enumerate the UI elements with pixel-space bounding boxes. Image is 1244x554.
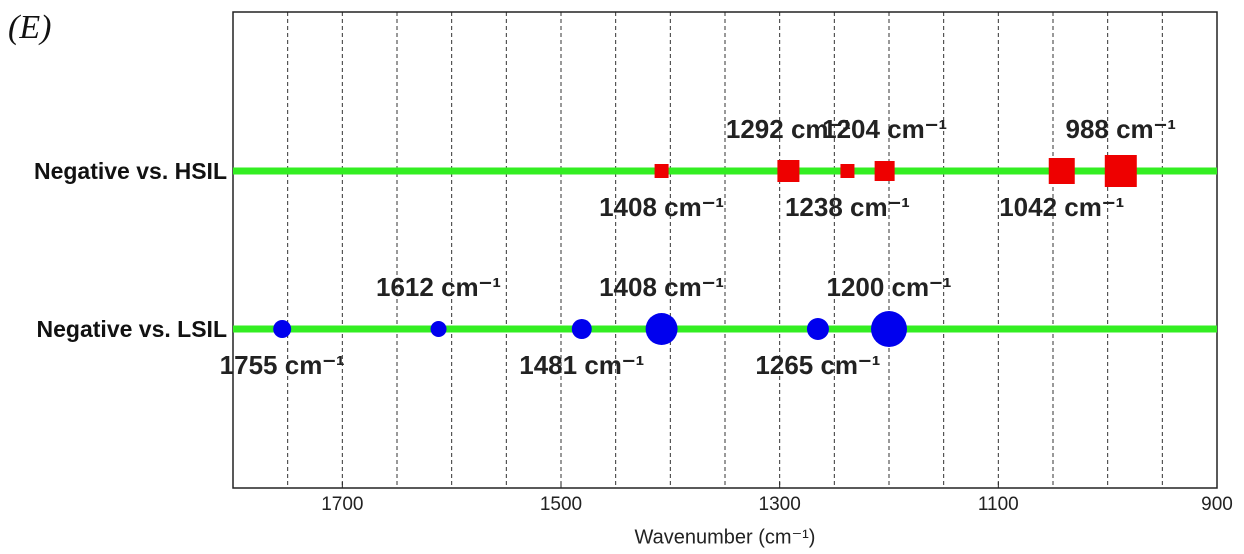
row-label: Negative vs. LSIL (37, 316, 227, 342)
marker (1104, 155, 1137, 187)
marker (273, 320, 292, 338)
value-label: 1408 cm⁻¹ (599, 192, 724, 222)
marker (806, 318, 829, 340)
value-label: 1200 cm⁻¹ (826, 272, 951, 302)
marker (571, 319, 592, 339)
marker (777, 160, 800, 182)
marker (1048, 158, 1075, 184)
x-tick-label: 900 (1201, 494, 1233, 515)
value-label: 1292 cm⁻¹ (726, 114, 851, 144)
plot-frame (232, 11, 1218, 489)
value-label: 1612 cm⁻¹ (376, 272, 501, 302)
x-tick-label: 1700 (321, 494, 363, 515)
value-label: 1204 cm⁻¹ (822, 114, 947, 144)
value-label: 1481 cm⁻¹ (519, 350, 644, 380)
marker (840, 164, 855, 178)
x-tick-label: 1100 (978, 494, 1019, 515)
value-label: 1042 cm⁻¹ (999, 192, 1124, 222)
marker (871, 311, 907, 347)
value-label: 1408 cm⁻¹ (599, 272, 724, 302)
value-label: 988 cm⁻¹ (1065, 114, 1176, 144)
marker (430, 321, 447, 337)
marker (645, 313, 678, 345)
x-axis-label: Wavenumber (cm⁻¹) (635, 526, 816, 548)
marker (874, 161, 895, 181)
row-label: Negative vs. HSIL (34, 158, 227, 184)
panel-label: (E) (8, 9, 51, 46)
x-tick-label: 1500 (540, 494, 582, 515)
marker (654, 164, 669, 178)
x-tick-label: 1300 (759, 494, 801, 515)
value-label: 1238 cm⁻¹ (785, 192, 910, 222)
value-label: 1755 cm⁻¹ (220, 350, 345, 380)
value-label: 1265 cm⁻¹ (755, 350, 880, 380)
